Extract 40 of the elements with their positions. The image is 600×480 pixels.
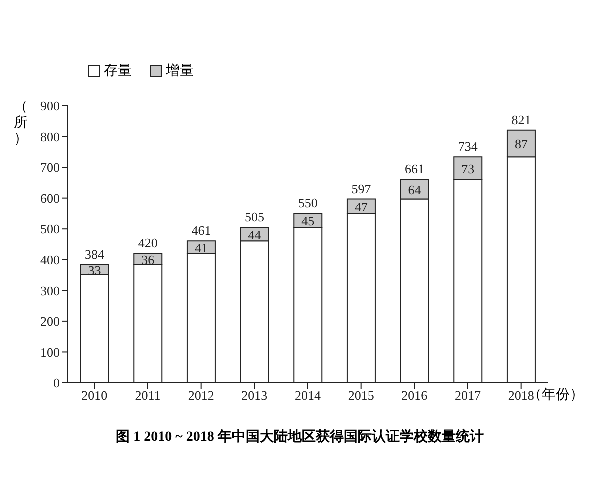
data-label: 44 xyxy=(248,227,262,242)
y-tick-label: 600 xyxy=(40,190,60,206)
y-axis-title: （所） xyxy=(14,100,28,148)
total-label: 597 xyxy=(352,181,372,196)
x-tick-label: 2017 xyxy=(455,388,482,404)
total-label: 461 xyxy=(192,223,212,238)
legend-label: 存量 xyxy=(103,62,132,80)
y-tick-label: 200 xyxy=(40,314,60,330)
x-tick-label: 2018 xyxy=(508,388,534,404)
total-label: 734 xyxy=(458,139,478,154)
total-label: 505 xyxy=(245,210,265,225)
data-label: 36 xyxy=(142,252,156,268)
x-tick-label: 2013 xyxy=(242,388,268,404)
y-tick-label: 0 xyxy=(54,376,60,391)
data-label: 73 xyxy=(462,161,475,176)
x-tick-label: 2010 xyxy=(82,388,108,404)
x-tick-label: 2016 xyxy=(402,388,428,404)
total-label: 550 xyxy=(298,196,318,211)
x-tick-label: 2015 xyxy=(348,388,374,404)
total-label: 420 xyxy=(138,236,158,251)
y-tick-label: 100 xyxy=(40,344,60,360)
y-tick-label: 300 xyxy=(40,283,60,298)
y-tick-label: 400 xyxy=(40,252,60,268)
data-label: 45 xyxy=(302,214,315,229)
data-label: 87 xyxy=(514,136,528,152)
data-label: 41 xyxy=(194,240,208,256)
text: 图 1 2010 ~ 2018 年中国大陆地区获得国际认证学校数量统计 xyxy=(115,428,485,446)
x-tick-label: 2011 xyxy=(135,388,161,404)
y-tick-label: 500 xyxy=(40,222,60,237)
total-label: 661 xyxy=(405,162,425,177)
y-tick-label: 700 xyxy=(40,160,60,176)
total-label: 821 xyxy=(512,112,532,128)
x-tick-label: 2012 xyxy=(188,388,214,404)
data-label: 64 xyxy=(408,182,422,198)
legend-label: 增量 xyxy=(165,62,194,80)
total-label: 384 xyxy=(85,246,106,262)
y-tick-label: 900 xyxy=(40,98,60,114)
data-label: 47 xyxy=(354,199,368,214)
x-tick-label: 2014 xyxy=(295,388,322,404)
y-tick-label: 800 xyxy=(40,129,60,144)
